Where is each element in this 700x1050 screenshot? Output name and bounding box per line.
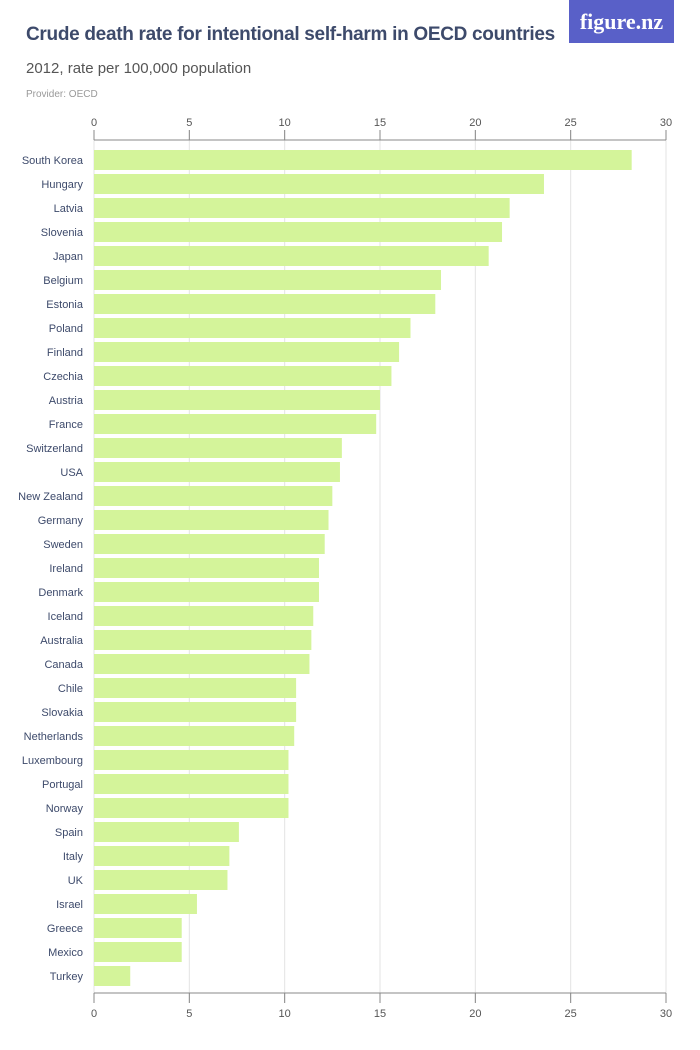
category-label: Latvia <box>54 203 84 215</box>
category-label: USA <box>60 467 83 479</box>
bar <box>94 894 197 914</box>
category-label: Italy <box>63 851 84 863</box>
bar <box>94 270 442 290</box>
category-label: Finland <box>47 347 83 359</box>
category-label: Norway <box>46 803 84 815</box>
bar <box>94 222 503 242</box>
category-label: Denmark <box>38 587 83 599</box>
bar <box>94 462 340 482</box>
category-label: Slovenia <box>41 227 84 239</box>
tick-label-bottom: 25 <box>565 1008 577 1020</box>
bar <box>94 606 314 626</box>
tick-label-bottom: 15 <box>374 1008 386 1020</box>
figure-nz-logo[interactable]: figure.nz <box>569 0 674 43</box>
bar <box>94 582 319 602</box>
category-label: Estonia <box>46 299 84 311</box>
bar <box>94 366 392 386</box>
tick-label-top: 10 <box>279 117 291 129</box>
bar <box>94 966 131 986</box>
bar <box>94 390 380 410</box>
bar <box>94 630 312 650</box>
tick-label-bottom: 5 <box>186 1008 192 1020</box>
tick-label-bottom: 20 <box>469 1008 481 1020</box>
bar <box>94 294 436 314</box>
bar <box>94 846 230 866</box>
tick-label-bottom: 30 <box>660 1008 672 1020</box>
category-label: Canada <box>44 659 83 671</box>
bar <box>94 438 342 458</box>
category-label: Germany <box>38 515 84 527</box>
category-label: Portugal <box>42 779 83 791</box>
bar <box>94 870 228 890</box>
tick-label-top: 30 <box>660 117 672 129</box>
provider-label: Provider: OECD <box>26 89 98 100</box>
category-label: Australia <box>40 635 84 647</box>
category-label: Poland <box>49 323 83 335</box>
tick-label-bottom: 0 <box>91 1008 97 1020</box>
tick-label-top: 15 <box>374 117 386 129</box>
bar <box>94 702 297 722</box>
tick-label-top: 0 <box>91 117 97 129</box>
bar <box>94 678 297 698</box>
category-label: Hungary <box>41 179 83 191</box>
bar <box>94 414 377 434</box>
category-label: Belgium <box>43 275 83 287</box>
category-label: New Zealand <box>18 491 83 503</box>
category-label: Slovakia <box>41 707 83 719</box>
category-label: Switzerland <box>26 443 83 455</box>
category-label: Sweden <box>43 539 83 551</box>
bar <box>94 654 310 674</box>
bar <box>94 510 329 530</box>
bar <box>94 486 333 506</box>
bar <box>94 534 325 554</box>
tick-label-top: 20 <box>469 117 481 129</box>
bar <box>94 558 319 578</box>
category-label: Austria <box>49 395 84 407</box>
category-label: Ireland <box>49 563 83 575</box>
bar <box>94 342 400 362</box>
bar <box>94 174 544 194</box>
category-label: Turkey <box>50 971 84 983</box>
bar <box>94 246 489 266</box>
bar <box>94 318 411 338</box>
bar <box>94 726 295 746</box>
category-label: Japan <box>53 251 83 263</box>
category-label: Spain <box>55 827 83 839</box>
category-label: Israel <box>56 899 83 911</box>
bar <box>94 750 289 770</box>
bar <box>94 942 182 962</box>
bar <box>94 774 289 794</box>
category-label: Iceland <box>48 611 83 623</box>
category-label: Czechia <box>43 371 84 383</box>
tick-label-top: 5 <box>186 117 192 129</box>
bar <box>94 918 182 938</box>
category-label: France <box>49 419 83 431</box>
tick-label-bottom: 10 <box>279 1008 291 1020</box>
category-label: Chile <box>58 683 83 695</box>
category-label: Mexico <box>48 947 83 959</box>
bar <box>94 798 289 818</box>
category-label: Netherlands <box>24 731 84 743</box>
bar <box>94 822 239 842</box>
category-label: Luxembourg <box>22 755 83 767</box>
chart-title: Crude death rate for intentional self-ha… <box>26 24 555 45</box>
category-label: UK <box>68 875 84 887</box>
category-label: South Korea <box>22 155 84 167</box>
bar <box>94 198 510 218</box>
bar <box>94 150 632 170</box>
tick-label-top: 25 <box>565 117 577 129</box>
chart-subtitle: 2012, rate per 100,000 population <box>26 60 252 77</box>
category-label: Greece <box>47 923 83 935</box>
